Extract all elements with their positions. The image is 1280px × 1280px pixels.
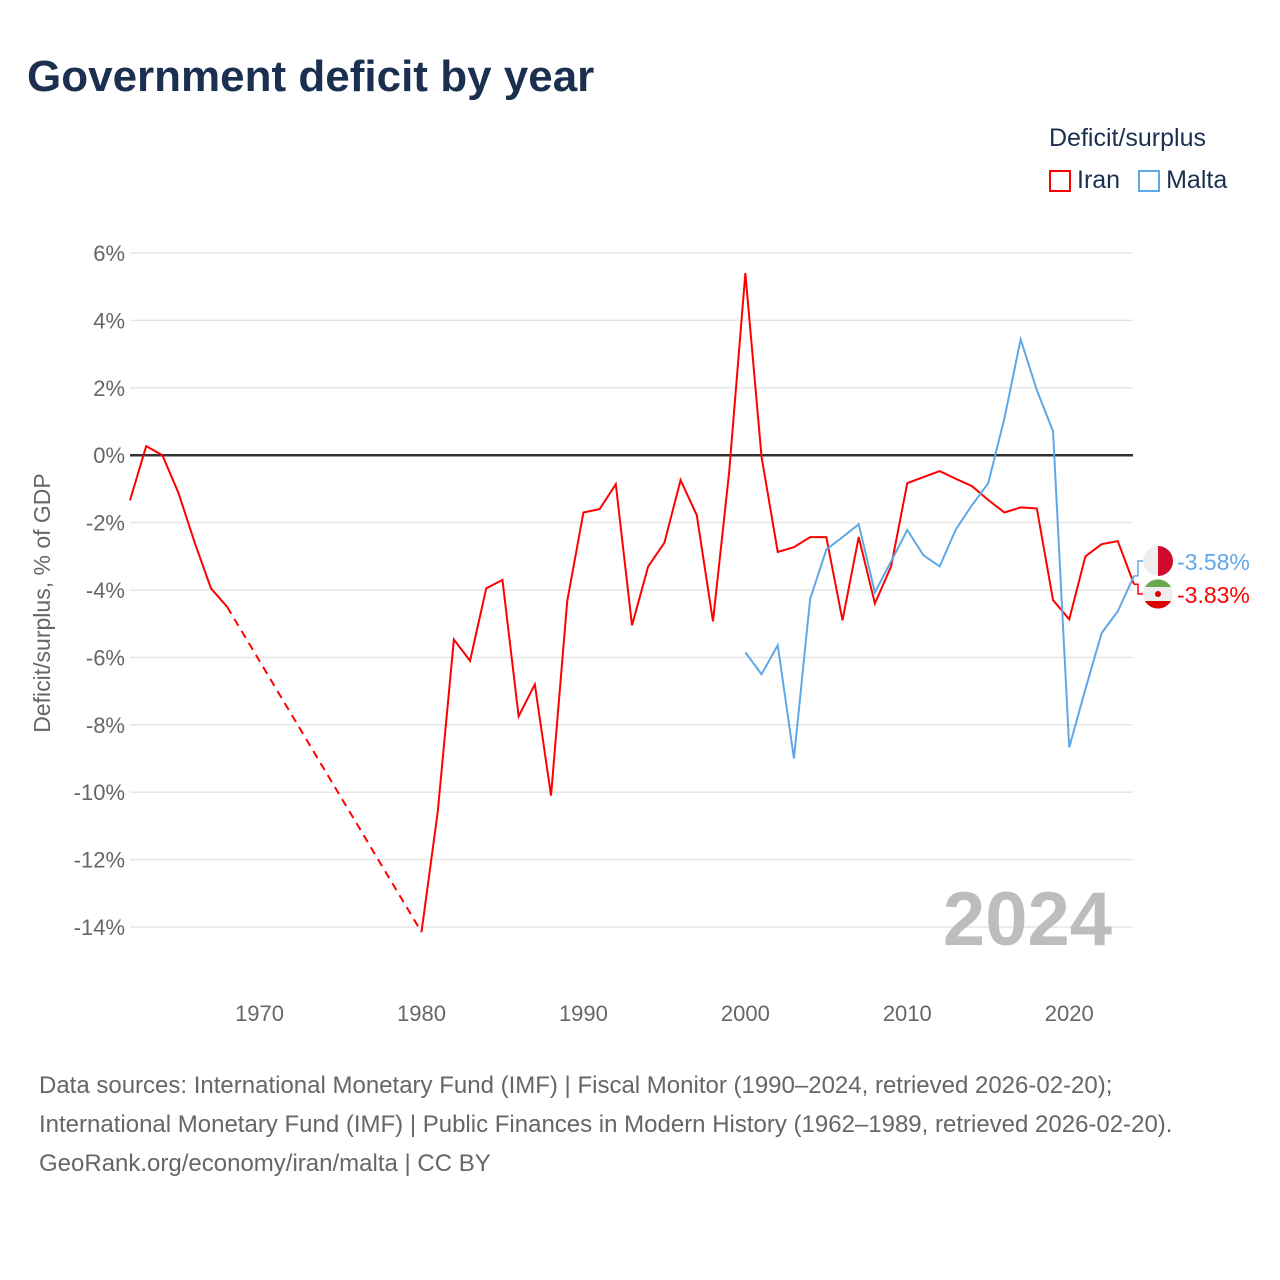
y-tick-label: -14%	[74, 915, 125, 940]
iran-flag-emblem	[1155, 591, 1161, 597]
y-tick-label: 6%	[93, 241, 125, 266]
end-label-connector-malta	[1134, 560, 1144, 577]
legend-swatch-iran	[1049, 169, 1071, 192]
data-sources: Data sources: International Monetary Fun…	[39, 1072, 1173, 1138]
malta-flag-icon	[1158, 546, 1173, 576]
legend-item-iran[interactable]: Iran	[1049, 166, 1120, 195]
legend-item-malta[interactable]: Malta	[1138, 166, 1227, 195]
series-line-malta	[744, 335, 1135, 759]
y-tick-label: -12%	[74, 848, 125, 873]
x-tick-label: 2020	[1045, 1001, 1094, 1026]
plot-area: 6% 4% 2% 0% -2% -4% -6% -8% -10% -12% -14% 1970 1980…	[29, 241, 1250, 1026]
legend-swatch-malta	[1138, 169, 1161, 192]
legend: Iran Malta	[1049, 166, 1227, 195]
y-axis-label: Deficit/surplus, % of GDP	[29, 473, 55, 732]
legend-label-iran: Iran	[1077, 166, 1121, 194]
y-tick-label: -6%	[86, 645, 125, 670]
series-line-iran	[129, 444, 228, 608]
legend-label-malta: Malta	[1166, 166, 1228, 194]
series-gap-line-iran	[226, 606, 423, 933]
end-label-connector-iran	[1134, 583, 1144, 595]
y-tick-label: 2%	[93, 376, 125, 401]
x-tick-label: 2000	[721, 1001, 770, 1026]
x-tick-label: 1990	[559, 1001, 608, 1026]
iran-flag-icon	[1145, 601, 1171, 609]
footer: Data sources: International Monetary Fun…	[39, 1066, 1239, 1183]
year-watermark: 2024	[943, 877, 1112, 962]
y-tick-label: -10%	[74, 780, 125, 805]
credit-link[interactable]: GeoRank.org/economy/iran/malta | CC BY	[39, 1150, 491, 1177]
x-tick-label: 2010	[883, 1001, 932, 1026]
x-tick-label: 1980	[397, 1001, 446, 1026]
y-tick-label: 4%	[93, 308, 125, 333]
page-title: Government deficit by year	[27, 52, 595, 101]
series-line-iran	[420, 273, 1135, 933]
iran-flag-icon	[1145, 579, 1171, 587]
end-value-label-malta: -3.58%	[1177, 549, 1250, 575]
end-value-label-iran: -3.83%	[1177, 582, 1250, 608]
y-tick-label: 0%	[93, 443, 125, 468]
y-tick-label: -4%	[86, 578, 125, 603]
legend-title: Deficit/surplus	[1049, 124, 1206, 152]
y-tick-label: -2%	[86, 511, 125, 536]
y-tick-label: -8%	[86, 713, 125, 738]
x-tick-label: 1970	[235, 1001, 284, 1026]
